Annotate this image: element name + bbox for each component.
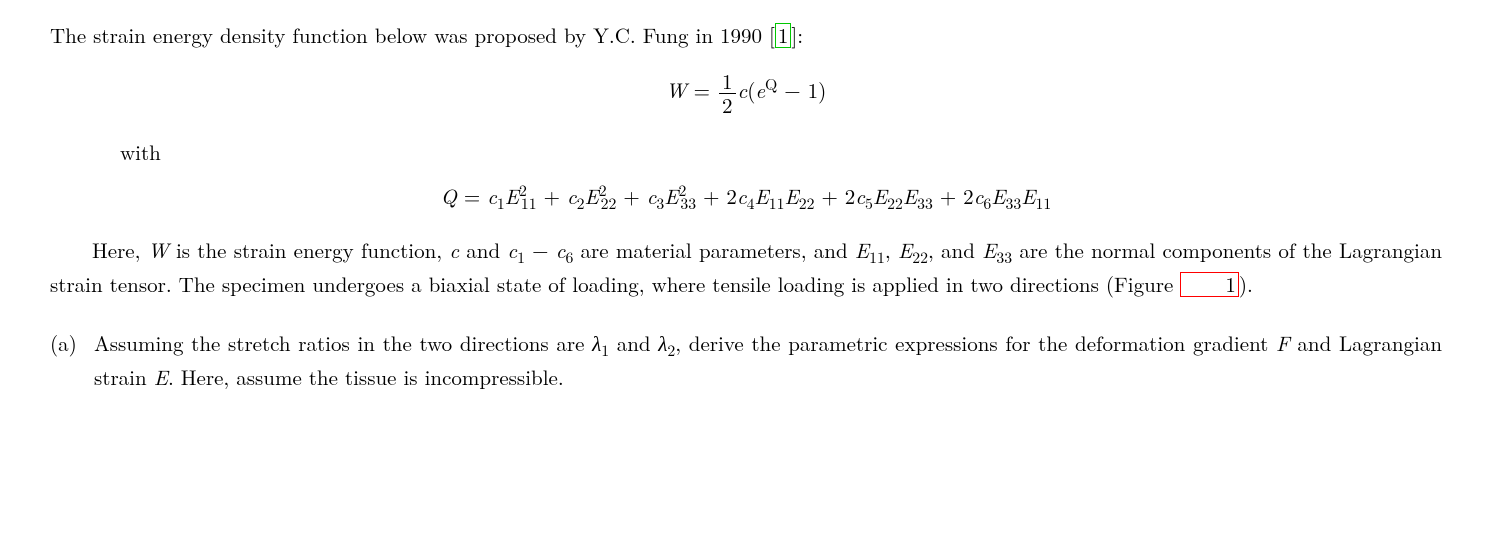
eq-W-exp: Q bbox=[765, 72, 777, 95]
intro-paragraph: The strain energy density function below… bbox=[50, 20, 1442, 52]
ia-t1: Assuming the stretch ratios in the two d… bbox=[94, 328, 592, 358]
eqQ-E33b: E bbox=[903, 181, 917, 211]
intro-text-before: The strain energy density function below… bbox=[50, 20, 775, 50]
ia-l1s: 1 bbox=[601, 339, 609, 362]
eqQ-p2: + bbox=[616, 181, 646, 211]
eq-W-c: c bbox=[738, 75, 748, 105]
p2-comma1: , bbox=[885, 235, 898, 265]
eqQ-c2: c bbox=[567, 181, 577, 211]
equation-Q: Q = c1E211 + c2E222 + c3E233 + 2c4E11E22… bbox=[50, 178, 1442, 215]
eqQ-E11cs: 11 bbox=[1035, 191, 1051, 214]
eqQ-E11a: E bbox=[754, 181, 768, 211]
p2-E11s: 11 bbox=[869, 245, 885, 268]
eqQ-c5: c bbox=[855, 181, 865, 211]
eqQ-eq: = bbox=[457, 181, 487, 211]
eqQ-E22sub: 22 bbox=[601, 191, 617, 214]
p2-c1: c bbox=[507, 235, 517, 265]
p2-E33: E bbox=[982, 235, 996, 265]
eqQ-p5: + 2 bbox=[933, 181, 974, 211]
eq-W-e: e bbox=[755, 75, 765, 105]
figure-ref-1[interactable]: 1 bbox=[1180, 272, 1239, 297]
p2-t4: are material parameters, and bbox=[573, 235, 855, 265]
p2-E33s: 33 bbox=[996, 245, 1012, 268]
eqQ-c1s: 1 bbox=[497, 191, 505, 214]
eqQ-p4: + 2 bbox=[814, 181, 855, 211]
eqQ-E22bs: 22 bbox=[887, 191, 903, 214]
eq-W-minus1: − 1 bbox=[777, 75, 818, 105]
p2-W: W bbox=[148, 235, 169, 265]
eqQ-E22b: E bbox=[873, 181, 887, 211]
p2-comma2: , and bbox=[928, 235, 982, 265]
eq-W-frac-den: 2 bbox=[719, 94, 736, 117]
eqQ-lhs: Q bbox=[441, 181, 457, 211]
eqQ-c5s: 5 bbox=[865, 191, 873, 214]
eqQ-p3: + 2 bbox=[696, 181, 737, 211]
ia-F: F bbox=[1276, 328, 1290, 358]
eq-W-equals: = bbox=[687, 75, 717, 105]
p2-t1: Here, bbox=[92, 235, 148, 265]
explanation-paragraph: Here, W is the strain energy function, c… bbox=[50, 235, 1442, 300]
p2-t6: ). bbox=[1239, 269, 1253, 299]
p2-t3: and bbox=[459, 235, 507, 265]
citation-1[interactable]: 1 bbox=[775, 23, 792, 48]
eqQ-c4: c bbox=[737, 181, 747, 211]
equation-W: W = 12c(eQ − 1) bbox=[50, 70, 1442, 117]
eqQ-E33sub: 33 bbox=[680, 191, 696, 214]
eqQ-E11c: E bbox=[1021, 181, 1035, 211]
eq-W-frac: 12 bbox=[719, 70, 736, 117]
p2-dash: − bbox=[525, 235, 556, 265]
p2-E22: E bbox=[898, 235, 912, 265]
p2-E22s: 22 bbox=[912, 245, 928, 268]
ia-and: and bbox=[609, 328, 658, 358]
eqQ-E11sub: 11 bbox=[521, 191, 537, 214]
eqQ-E22a: E bbox=[784, 181, 798, 211]
eq-W-lhs: W bbox=[666, 75, 687, 105]
list-item-a: (a) Assuming the stretch ratios in the t… bbox=[50, 328, 1442, 393]
ia-t2: , derive the parametric expressions for … bbox=[675, 328, 1276, 358]
eqQ-c3: c bbox=[647, 181, 657, 211]
list-content-a: Assuming the stretch ratios in the two d… bbox=[94, 328, 1442, 393]
eqQ-E33bs: 33 bbox=[917, 191, 933, 214]
eqQ-p1: + bbox=[537, 181, 567, 211]
eqQ-E22: E bbox=[584, 181, 598, 211]
p2-c: c bbox=[449, 235, 459, 265]
p2-t2: is the strain energy function, bbox=[169, 235, 450, 265]
eqQ-c1: c bbox=[487, 181, 497, 211]
eq-W-rparen: ) bbox=[818, 75, 826, 105]
intro-text-after: ]: bbox=[791, 20, 803, 50]
ia-l1: λ bbox=[592, 328, 601, 358]
ia-E: E bbox=[154, 362, 168, 392]
eqQ-E33: E bbox=[664, 181, 678, 211]
eqQ-E11as: 11 bbox=[769, 191, 785, 214]
eqQ-E11: E bbox=[505, 181, 519, 211]
p2-E11: E bbox=[855, 235, 869, 265]
list-label-a: (a) bbox=[50, 328, 94, 393]
with-label: with bbox=[120, 137, 1442, 169]
eqQ-c6: c bbox=[974, 181, 984, 211]
eqQ-E33cs: 33 bbox=[1005, 191, 1021, 214]
p2-c6: c bbox=[556, 235, 566, 265]
eqQ-E33c: E bbox=[991, 181, 1005, 211]
eqQ-E22as: 22 bbox=[799, 191, 815, 214]
ia-t4: . Here, assume the tissue is incompressi… bbox=[168, 362, 564, 392]
p2-c1s: 1 bbox=[517, 245, 525, 268]
